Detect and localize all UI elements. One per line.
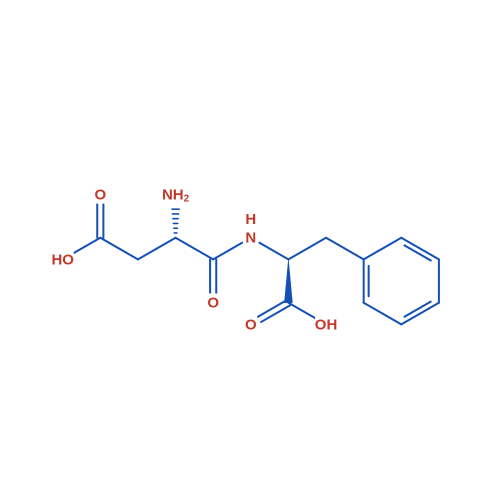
atom-label: OH	[315, 316, 338, 333]
atom-label-h: H	[245, 211, 256, 228]
molecule-diagram: HOONH2ONHOOH	[0, 0, 500, 500]
atom-label: HO	[51, 251, 74, 268]
atom-label: O	[245, 316, 257, 333]
atom-label: O	[94, 186, 106, 203]
atom-label: O	[207, 294, 219, 311]
atom-label: N	[245, 229, 256, 246]
canvas-bg	[0, 0, 500, 500]
